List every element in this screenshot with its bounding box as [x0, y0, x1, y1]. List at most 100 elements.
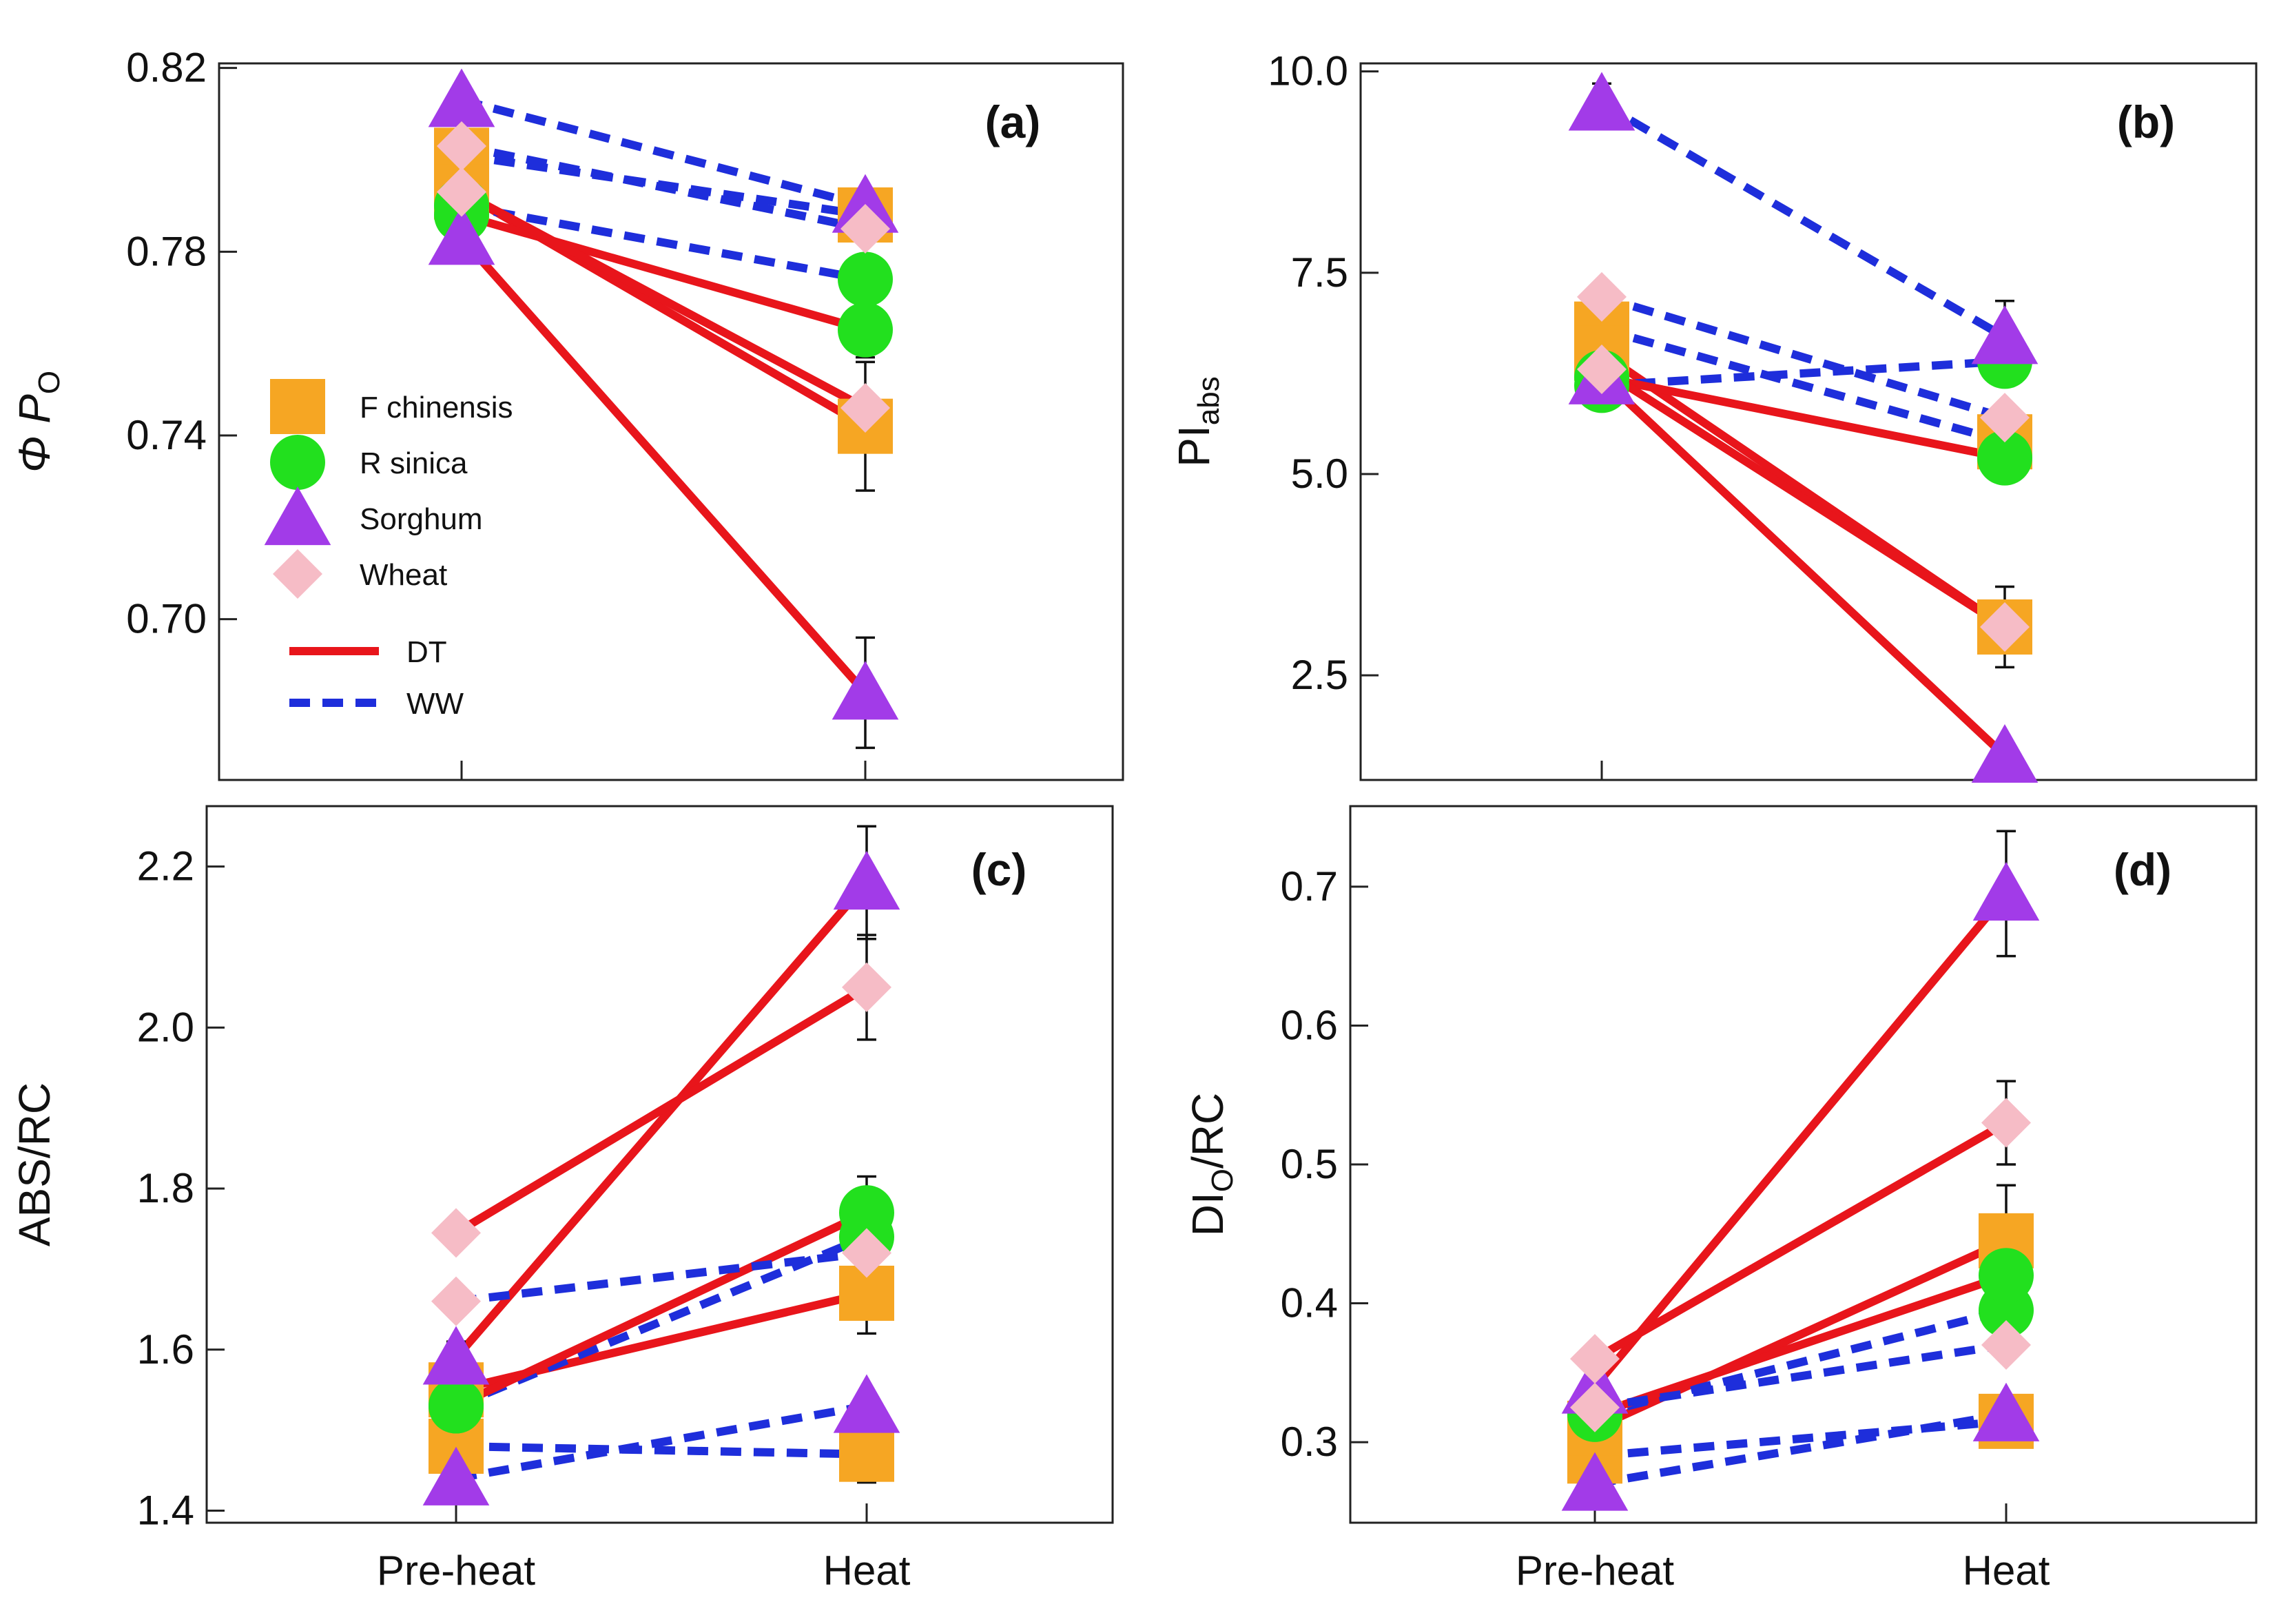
data-point-wheat: [1981, 1098, 2031, 1148]
data-point-wheat: [431, 1208, 481, 1258]
plot-frame: [205, 805, 1114, 1524]
data-point-wheat: [1577, 345, 1627, 395]
series-line-wheat-ww: [460, 142, 867, 233]
legend-label: F chinensis: [360, 391, 513, 424]
y-tick-label: 2.2: [137, 843, 194, 890]
data-point-sorghum: [832, 661, 899, 720]
y-tick-label: 0.5: [1281, 1141, 1338, 1187]
y-axis-label: PIabs: [1169, 376, 1226, 466]
series-line-r-sinica-dt: [460, 211, 867, 334]
data-point-r-sinica: [838, 302, 893, 358]
data-point-r-sinica: [838, 251, 893, 307]
x-tick-label: Heat: [1963, 1548, 2050, 1594]
data-point-sorghum: [428, 68, 495, 127]
data-point-r-sinica: [839, 1185, 894, 1241]
y-tick-label: 5.0: [1291, 451, 1348, 497]
series-line-r-sinica-dt: [1593, 1271, 2008, 1419]
y-tick-label: 0.4: [1281, 1280, 1338, 1326]
x-tick-label: Pre-heat: [1516, 1548, 1674, 1594]
data-point-sorghum: [1972, 861, 2040, 921]
legend-label: R sinica: [360, 446, 468, 480]
y-tick-label: 0.82: [126, 45, 207, 91]
panel-d: 0.7 0.6 0.5 0.4 0.3 Pre-heat Heat DIO/RC (d): [1183, 805, 2258, 1594]
series-line-f-chinensis-dt: [1593, 1237, 2008, 1432]
series-line-wheat-dt: [453, 983, 869, 1237]
y-tick-label: 10.0: [1268, 48, 1348, 94]
data-point-sorghum: [832, 174, 899, 233]
series-line-f-chinensis-ww: [1600, 325, 2006, 446]
legend: F chinensis R sinica Sorghum Wheat DT WW: [264, 379, 513, 721]
series-line-r-sinica-ww: [460, 201, 867, 284]
y-axis-label: DIO/RC: [1183, 1093, 1239, 1236]
legend-marker-f-chinensis: [270, 379, 325, 434]
data-point-r-sinica: [1977, 430, 2032, 486]
panel-label: (c): [971, 844, 1027, 895]
panel-label: (d): [2114, 844, 2171, 895]
series-line-sorghum-dt: [453, 880, 870, 1361]
data-point-wheat: [842, 1228, 891, 1278]
panel-b: 10.0 7.5 5.0 2.5 PIabs (b): [1169, 48, 2258, 783]
series-line-wheat-ww: [455, 1248, 867, 1306]
plot-frame: [218, 62, 1124, 781]
x-tick-label: Heat: [823, 1548, 911, 1594]
data-point-wheat: [1570, 1334, 1620, 1384]
data-point-r-sinica: [429, 1378, 484, 1434]
legend-label: Sorghum: [360, 502, 483, 536]
legend-marker-sorghum: [264, 486, 331, 546]
data-point-wheat: [431, 1276, 481, 1326]
panel-a: 0.82 0.78 0.74 0.70 Φ PO (a) F chinensis R sini…: [10, 45, 1124, 781]
series-line-r-sinica-dt: [1600, 373, 2006, 462]
data-point-f-chinensis: [839, 1426, 894, 1482]
data-point-sorghum: [428, 206, 495, 265]
y-axis-label: Φ PO: [10, 371, 66, 473]
data-point-r-sinica: [1979, 1248, 2034, 1304]
y-tick-label: 0.70: [126, 596, 207, 642]
panel-c: 2.2 2.0 1.8 1.6 1.4 Pre-heat Heat ABS/RC (c): [10, 805, 1114, 1594]
legend-marker-r-sinica: [270, 435, 325, 490]
series-line-wheat-dt: [1599, 365, 2008, 631]
y-tick-label: 1.4: [137, 1487, 194, 1533]
y-tick-label: 0.78: [126, 228, 207, 274]
series-line-sorghum-dt: [458, 235, 869, 696]
series-line-sorghum-ww: [455, 1401, 868, 1483]
data-point-sorghum: [833, 851, 900, 910]
x-tick-label: Pre-heat: [377, 1548, 535, 1594]
series-line-wheat-ww: [1600, 293, 2006, 422]
data-point-wheat: [840, 383, 890, 433]
data-point-sorghum: [1568, 72, 1636, 131]
data-point-sorghum: [1972, 1382, 2040, 1441]
data-point-wheat: [840, 204, 890, 254]
data-point-wheat: [1980, 602, 2030, 652]
series-line-wheat-dt: [460, 188, 867, 412]
series-line-f-chinensis-ww: [455, 1441, 867, 1459]
y-tick-label: 0.74: [126, 412, 207, 458]
data-point-sorghum: [422, 1446, 490, 1505]
series-line-sorghum-ww: [1599, 100, 2008, 341]
data-point-wheat: [1570, 1382, 1620, 1432]
series-line-wheat-ww: [1594, 1341, 2007, 1412]
data-point-wheat: [1980, 393, 2030, 443]
y-tick-label: 2.0: [137, 1004, 194, 1050]
plot-frame: [1349, 805, 2258, 1524]
legend-label: WW: [406, 687, 464, 721]
y-tick-label: 0.6: [1281, 1002, 1338, 1048]
data-point-wheat: [842, 962, 891, 1012]
series-line-r-sinica-dt: [454, 1209, 869, 1410]
data-point-wheat: [1981, 1320, 2031, 1370]
series-line-wheat-dt: [1593, 1119, 2008, 1363]
series-line-sorghum-ww: [1594, 1410, 2007, 1488]
y-tick-label: 2.5: [1291, 652, 1348, 698]
data-point-sorghum: [1971, 305, 2039, 364]
data-point-wheat: [437, 167, 486, 217]
data-point-wheat: [437, 121, 486, 171]
y-tick-label: 7.5: [1291, 249, 1348, 296]
data-point-wheat: [1577, 271, 1627, 322]
y-axis-label: ABS/RC: [10, 1082, 59, 1246]
panel-label: (a): [985, 96, 1041, 147]
legend-marker-wheat: [273, 549, 322, 599]
series-line-sorghum-dt: [1591, 891, 2010, 1390]
series-line-sorghum-dt: [1598, 374, 2008, 759]
data-point-sorghum: [833, 1374, 900, 1433]
data-point-sorghum: [1971, 723, 2039, 783]
